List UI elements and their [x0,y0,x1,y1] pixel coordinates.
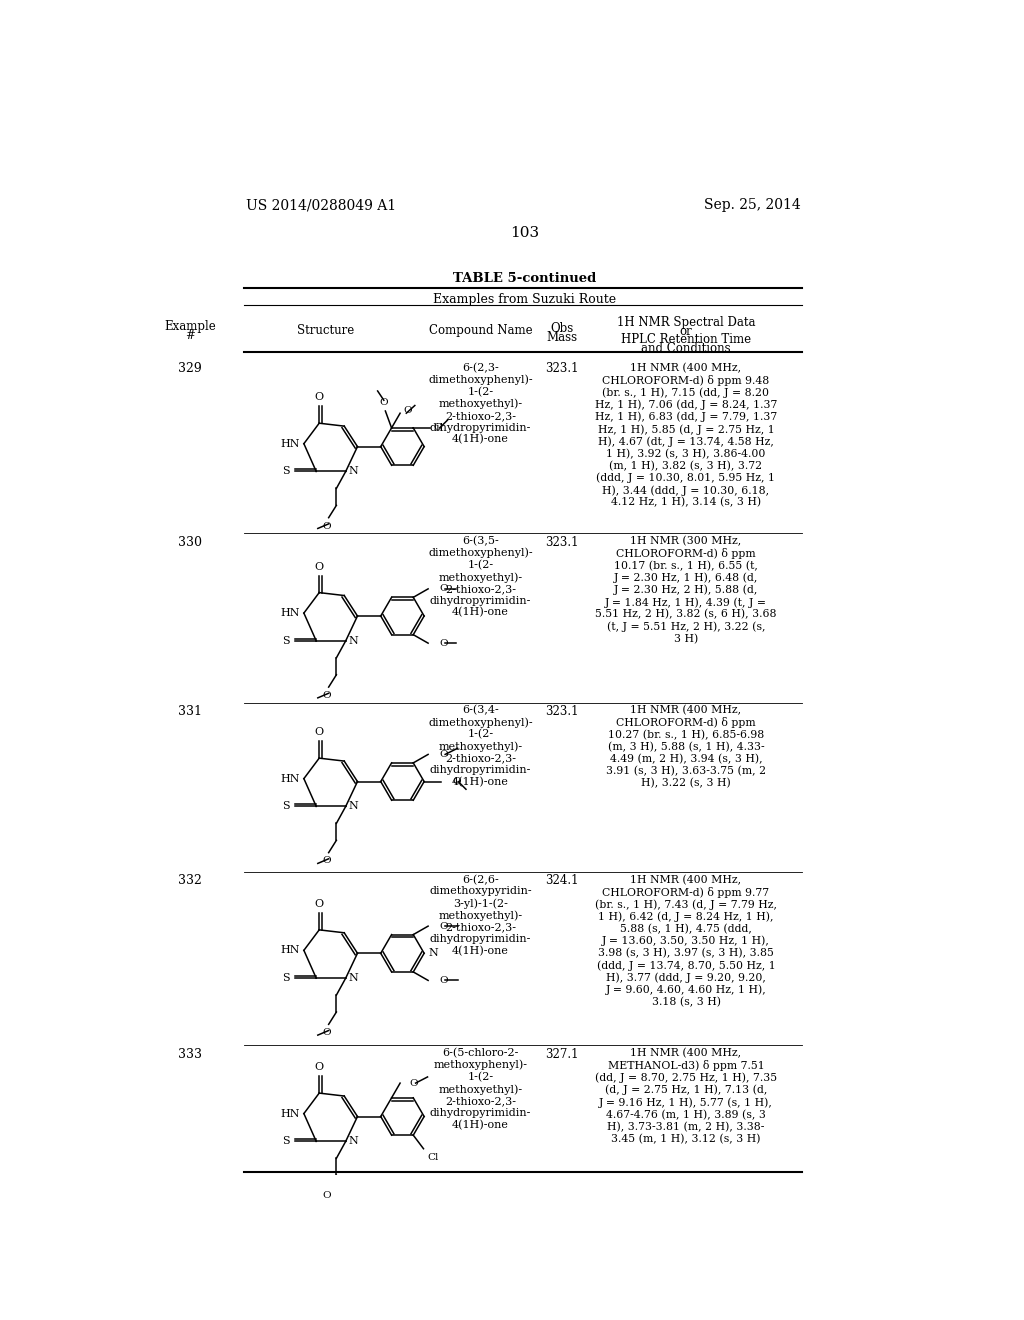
Text: 6-(3,5-
dimethoxyphenyl)-
1-(2-
methoxyethyl)-
2-thioxo-2,3-
dihydropyrimidin-
4: 6-(3,5- dimethoxyphenyl)- 1-(2- methoxye… [428,536,532,618]
Text: HN: HN [281,1109,300,1118]
Text: 1H NMR (300 MHz,
CHLOROFORM-d) δ ppm
10.17 (br. s., 1 H), 6.55 (t,
J = 2.30 Hz, : 1H NMR (300 MHz, CHLOROFORM-d) δ ppm 10.… [595,536,777,644]
Text: O: O [439,585,447,594]
Text: S: S [283,973,290,983]
Text: 6-(3,4-
dimethoxyphenyl)-
1-(2-
methoxyethyl)-
2-thioxo-2,3-
dihydropyrimidin-
4: 6-(3,4- dimethoxyphenyl)- 1-(2- methoxye… [428,705,532,787]
Text: O: O [323,857,332,866]
Text: S: S [283,801,290,812]
Text: Examples from Suzuki Route: Examples from Suzuki Route [433,293,616,306]
Text: 1H NMR Spectral Data: 1H NMR Spectral Data [616,317,756,329]
Text: S: S [283,1137,290,1146]
Text: O: O [433,424,442,433]
Text: O: O [314,1063,324,1072]
Text: O: O [323,1028,332,1038]
Text: 329: 329 [178,363,202,375]
Text: and Conditions: and Conditions [641,342,731,355]
Text: 331: 331 [178,705,202,718]
Text: S: S [283,466,290,477]
Text: 323.1: 323.1 [545,536,579,549]
Text: O: O [380,399,388,407]
Text: O: O [323,521,332,531]
Text: 323.1: 323.1 [545,363,579,375]
Text: 1H NMR (400 MHz,
CHLOROFORM-d) δ ppm 9.48
(br. s., 1 H), 7.15 (dd, J = 8.20
Hz, : 1H NMR (400 MHz, CHLOROFORM-d) δ ppm 9.4… [595,363,777,508]
Text: HN: HN [281,945,300,956]
Text: Example: Example [164,321,216,333]
Text: HN: HN [281,609,300,618]
Text: 333: 333 [178,1048,202,1061]
Text: Obs: Obs [550,322,573,335]
Text: #: # [185,330,195,342]
Text: Compound Name: Compound Name [429,323,532,337]
Text: O: O [439,921,447,931]
Text: 332: 332 [178,874,202,887]
Text: 324.1: 324.1 [545,874,579,887]
Text: HN: HN [281,438,300,449]
Text: 6-(2,3-
dimethoxyphenyl)-
1-(2-
methoxyethyl)-
2-thioxo-2,3-
dihydropyrimidin-
4: 6-(2,3- dimethoxyphenyl)- 1-(2- methoxye… [428,363,532,445]
Text: Sep. 25, 2014: Sep. 25, 2014 [703,198,801,213]
Text: O: O [410,1078,418,1088]
Text: US 2014/0288049 A1: US 2014/0288049 A1 [246,198,396,213]
Text: 6-(2,6-
dimethoxypyridin-
3-yl)-1-(2-
methoxyethyl)-
2-thioxo-2,3-
dihydropyrimi: 6-(2,6- dimethoxypyridin- 3-yl)-1-(2- me… [429,874,531,956]
Text: N: N [348,466,357,477]
Text: Mass: Mass [547,331,578,345]
Text: O: O [439,975,447,985]
Text: N: N [428,948,437,958]
Text: O: O [452,777,461,787]
Text: 327.1: 327.1 [545,1048,579,1061]
Text: N: N [348,801,357,812]
Text: O: O [314,727,324,738]
Text: 330: 330 [178,536,202,549]
Text: TABLE 5-continued: TABLE 5-continued [454,272,596,285]
Text: O: O [403,407,412,416]
Text: Cl: Cl [427,1152,438,1162]
Text: 6-(5-chloro-2-
methoxyphenyl)-
1-(2-
methoxyethyl)-
2-thioxo-2,3-
dihydropyrimid: 6-(5-chloro-2- methoxyphenyl)- 1-(2- met… [430,1048,531,1130]
Text: O: O [314,392,324,403]
Text: or: or [680,325,692,338]
Text: O: O [439,639,447,648]
Text: N: N [348,636,357,645]
Text: O: O [439,750,447,759]
Text: S: S [283,636,290,645]
Text: N: N [348,1137,357,1146]
Text: HPLC Retention Time: HPLC Retention Time [621,333,751,346]
Text: O: O [323,690,332,700]
Text: O: O [323,1192,332,1200]
Text: HN: HN [281,774,300,784]
Text: O: O [314,899,324,909]
Text: Structure: Structure [297,323,354,337]
Text: O: O [314,562,324,572]
Text: 103: 103 [510,226,540,240]
Text: 323.1: 323.1 [545,705,579,718]
Text: 1H NMR (400 MHz,
CHLOROFORM-d) δ ppm
10.27 (br. s., 1 H), 6.85-6.98
(m, 3 H), 5.: 1H NMR (400 MHz, CHLOROFORM-d) δ ppm 10.… [606,705,766,788]
Text: 1H NMR (400 MHz,
CHLOROFORM-d) δ ppm 9.77
(br. s., 1 H), 7.43 (d, J = 7.79 Hz,
1: 1H NMR (400 MHz, CHLOROFORM-d) δ ppm 9.7… [595,874,777,1007]
Text: N: N [348,973,357,983]
Text: 1H NMR (400 MHz,
METHANOL-d3) δ ppm 7.51
(dd, J = 8.70, 2.75 Hz, 1 H), 7.35
(d, : 1H NMR (400 MHz, METHANOL-d3) δ ppm 7.51… [595,1048,777,1143]
